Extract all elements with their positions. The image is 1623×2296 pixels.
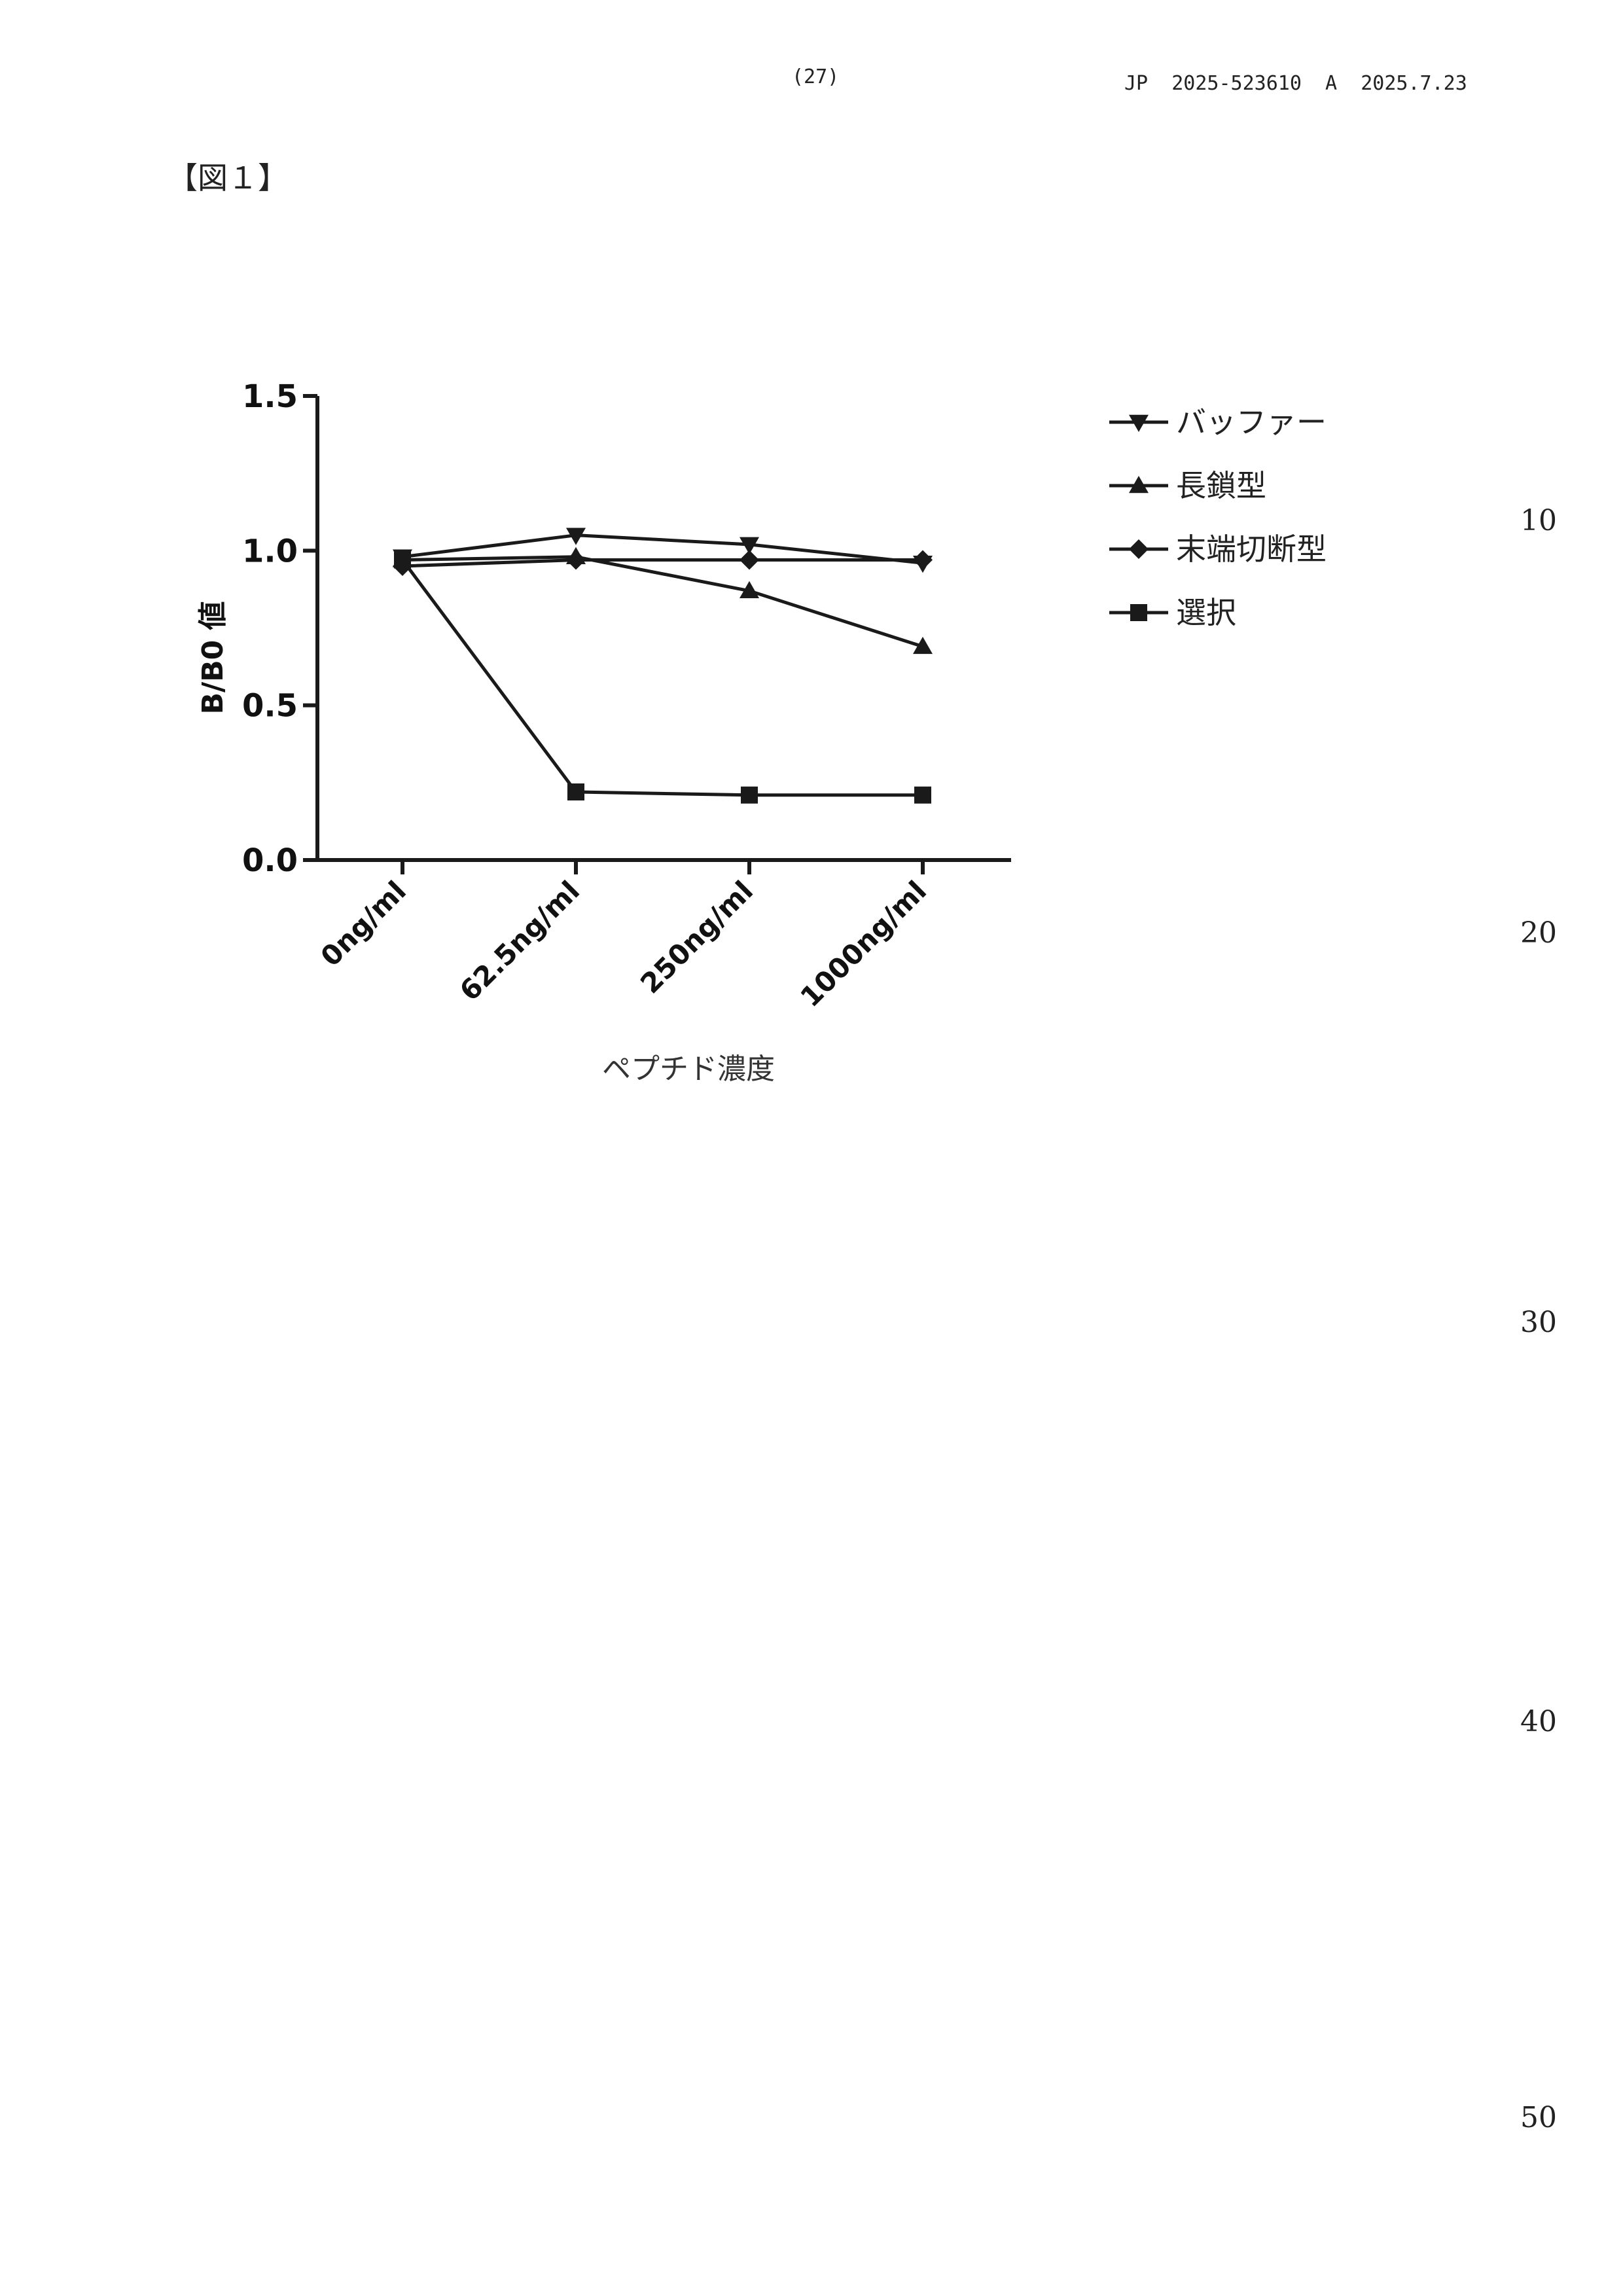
chart-axes: 0.0 0.5 1.0 1.5 0ng/ml 62.5ng/ml 250ng/ml 1000n… xyxy=(242,378,1011,1013)
data-point xyxy=(566,550,586,570)
y-tick-label: 0.0 xyxy=(242,842,298,879)
line-chart: 0.0 0.5 1.0 1.5 0ng/ml 62.5ng/ml 250ng/ml 1000n… xyxy=(0,0,1623,1145)
series-4 xyxy=(394,552,931,804)
x-tick-label: 0ng/ml xyxy=(314,874,412,973)
legend-label: 末端切断型 xyxy=(1176,531,1327,567)
data-point xyxy=(567,783,584,800)
data-point xyxy=(914,787,931,804)
x-tick-label: 250ng/ml xyxy=(634,874,759,999)
legend-label: 長鎖型 xyxy=(1176,468,1266,503)
series-line xyxy=(402,560,923,566)
legend-marker xyxy=(1129,539,1149,559)
data-point xyxy=(740,550,759,570)
y-tick-label: 0.5 xyxy=(242,688,298,725)
legend-item: 長鎖型 xyxy=(1109,468,1266,503)
x-tick-label: 62.5ng/ml xyxy=(454,874,586,1007)
y-tick-label: 1.0 xyxy=(242,533,298,569)
data-point xyxy=(741,787,758,804)
line-number-30: 30 xyxy=(1520,1306,1557,1339)
chart-legend: バッファー長鎖型末端切断型選択 xyxy=(1109,404,1327,630)
legend-marker xyxy=(1130,604,1147,621)
legend-label: 選択 xyxy=(1176,595,1236,630)
legend-label: バッファー xyxy=(1176,404,1327,440)
line-number-50: 50 xyxy=(1520,2101,1557,2134)
y-axis-label: B/B0 値 xyxy=(196,601,230,714)
y-tick-label: 1.5 xyxy=(242,378,298,415)
legend-item: バッファー xyxy=(1109,404,1327,440)
data-point xyxy=(913,550,933,570)
series-line xyxy=(402,557,923,647)
x-tick-label: 1000ng/ml xyxy=(794,874,933,1013)
legend-item: 末端切断型 xyxy=(1109,531,1327,567)
line-number-40: 40 xyxy=(1520,1705,1557,1738)
legend-item: 選択 xyxy=(1109,595,1236,630)
x-axis-label: ペプチド濃度 xyxy=(602,1052,775,1086)
series-line xyxy=(402,560,923,795)
series-lines xyxy=(393,528,933,803)
series-1 xyxy=(393,528,933,573)
data-point xyxy=(394,552,411,569)
